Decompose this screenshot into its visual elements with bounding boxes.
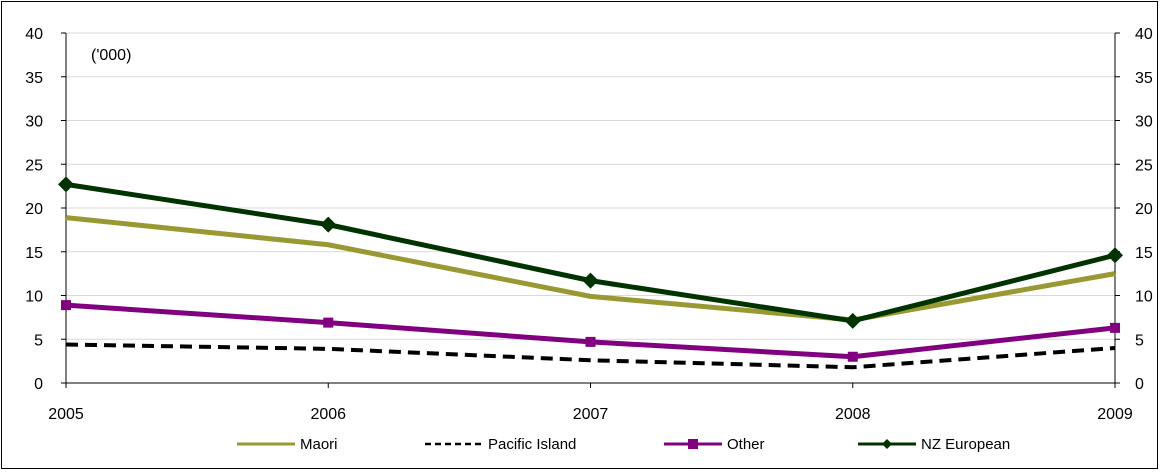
legend-marker-other: [688, 439, 698, 449]
y-right-tick-label: 30: [1135, 114, 1153, 131]
legend-marker-nz-european: [882, 439, 892, 449]
series-group: [58, 176, 1123, 370]
x-tick-label: 2008: [835, 406, 871, 423]
data-point-other: [1110, 322, 1120, 333]
data-point-other: [585, 336, 596, 347]
legend-label-other: Other: [727, 436, 765, 453]
series-pacific-island: [65, 342, 1116, 370]
legend-item-maori: Maori: [237, 436, 338, 453]
unit-label: ('000): [91, 47, 131, 64]
y-left-tick-label: 20: [25, 201, 43, 218]
y-left-tick-label: 40: [25, 26, 43, 43]
series-other: [61, 300, 1120, 362]
y-right-tick-label: 40: [1135, 26, 1153, 43]
data-point-other: [847, 351, 858, 362]
y-left-tick-label: 15: [25, 245, 43, 262]
gridlines: [66, 32, 1115, 340]
x-tick-label: 2009: [1097, 406, 1133, 423]
y-left-tick-label: 25: [25, 157, 43, 174]
series-maori: [65, 215, 1116, 323]
y-right-tick-label: 25: [1135, 157, 1153, 174]
y-right-tick-label: 0: [1135, 376, 1144, 393]
legend-item-pacific-island: Pacific Island: [425, 436, 576, 453]
legend-item-other: Other: [664, 436, 765, 453]
x-tick-label: 2007: [573, 406, 609, 423]
y-right-tick-label: 10: [1135, 289, 1153, 306]
legend-label-pacific-island: Pacific Island: [488, 436, 576, 453]
y-left-tick-label: 0: [34, 376, 43, 393]
data-point-nz-european: [582, 272, 599, 289]
y-left-tick-label: 5: [34, 332, 43, 349]
x-tick-label: 2005: [48, 406, 84, 423]
y-left-tick-label: 30: [25, 114, 43, 131]
y-left-tick-label: 10: [25, 289, 43, 306]
y-right-tick-label: 15: [1135, 245, 1153, 262]
data-point-other: [323, 317, 334, 328]
data-point-nz-european: [844, 312, 861, 329]
data-point-nz-european: [1107, 247, 1123, 264]
y-right-tick-label: 20: [1135, 201, 1153, 218]
legend-item-nz-european: NZ European: [858, 436, 1010, 453]
y-right-tick-label: 35: [1135, 70, 1153, 87]
data-point-nz-european: [58, 176, 74, 193]
data-point-other: [61, 300, 71, 311]
series-line-maori: [65, 215, 1116, 323]
x-tick-label: 2006: [310, 406, 346, 423]
y-left-tick-label: 35: [25, 70, 43, 87]
axes: 0 0 5 5 10 10 15 15 20 20 25 25 30 30 35 35 40 40 2005 2006…: [25, 26, 1153, 423]
y-right-tick-label: 5: [1135, 332, 1144, 349]
legend: Maori Pacific Island Other NZ European: [237, 436, 1010, 453]
series-line-pacific-island: [65, 342, 1116, 370]
legend-label-maori: Maori: [300, 436, 338, 453]
series-nz-european: [58, 176, 1123, 329]
legend-label-nz-european: NZ European: [921, 436, 1010, 453]
data-point-nz-european: [320, 216, 337, 233]
